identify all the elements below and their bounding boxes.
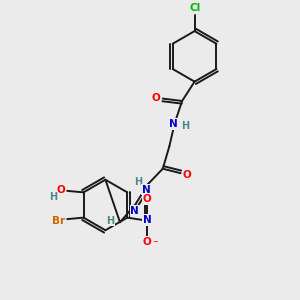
Text: N: N — [143, 215, 152, 225]
Text: N: N — [169, 119, 178, 129]
Text: N: N — [142, 184, 151, 194]
Text: O: O — [143, 194, 152, 204]
Text: H: H — [49, 192, 57, 203]
Text: H: H — [181, 121, 189, 131]
Text: H: H — [106, 216, 115, 226]
Text: O: O — [183, 170, 191, 180]
Text: O: O — [56, 185, 65, 195]
Text: H: H — [134, 177, 142, 187]
Text: Cl: Cl — [190, 3, 201, 13]
Text: ⁻: ⁻ — [152, 239, 158, 249]
Text: O: O — [152, 93, 161, 103]
Text: N: N — [130, 206, 139, 216]
Text: Br: Br — [52, 216, 65, 226]
Text: O: O — [143, 237, 152, 247]
